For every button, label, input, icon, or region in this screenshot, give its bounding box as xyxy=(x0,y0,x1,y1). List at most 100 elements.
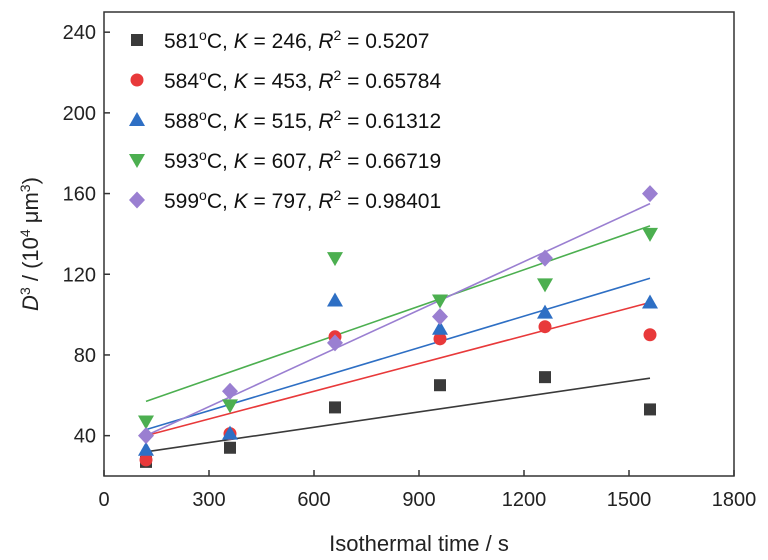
y-tick-label: 240 xyxy=(63,22,96,44)
fit-line-series-3 xyxy=(145,225,651,403)
text-part: = 246, xyxy=(248,30,319,53)
data-point-series-4 xyxy=(642,185,658,203)
legend-marker-series-1 xyxy=(130,73,144,87)
text-part: K xyxy=(234,70,249,93)
text-part: 4 xyxy=(17,229,33,237)
y-tick-label: 80 xyxy=(74,345,96,367)
text-part: D xyxy=(18,295,43,311)
text-part: C, xyxy=(207,30,234,53)
data-point-series-0 xyxy=(434,379,446,392)
legend-label-series-0: 581oC, K = 246, R2 = 0.5207 xyxy=(164,27,429,53)
text-part: μm xyxy=(18,192,43,229)
data-points xyxy=(138,185,658,468)
text-part: = 453, xyxy=(248,70,319,93)
x-tick-label: 0 xyxy=(98,489,109,511)
data-point-series-1 xyxy=(538,320,552,334)
data-point-series-0 xyxy=(329,401,341,414)
data-point-series-3 xyxy=(642,227,658,242)
data-point-series-3 xyxy=(222,399,238,414)
text-part: K xyxy=(234,110,249,133)
text-part: R xyxy=(318,70,333,93)
legend-marker-series-3 xyxy=(129,154,145,168)
y-tick-label: 200 xyxy=(63,103,96,125)
text-part: 2 xyxy=(334,67,342,83)
text-part: = 515, xyxy=(248,110,319,133)
text-part: 3 xyxy=(17,184,33,192)
text-part: 581 xyxy=(164,30,199,53)
text-part: 3 xyxy=(17,287,33,295)
text-part: 2 xyxy=(334,147,342,163)
text-part: = 0.5207 xyxy=(341,30,429,53)
text-part: R xyxy=(318,150,333,173)
text-part: C, xyxy=(207,150,234,173)
x-tick-label: 900 xyxy=(402,489,435,511)
data-point-series-4 xyxy=(537,249,553,267)
legend-label-series-4: 599oC, K = 797, R2 = 0.98401 xyxy=(164,187,441,213)
data-point-series-0 xyxy=(539,371,551,384)
data-point-series-0 xyxy=(644,403,656,416)
text-part: = 0.65784 xyxy=(341,70,441,93)
legend-marker-series-0 xyxy=(131,34,143,46)
text-part: = 607, xyxy=(248,150,319,173)
data-point-series-2 xyxy=(537,304,553,319)
data-point-series-2 xyxy=(222,425,238,440)
data-point-series-0 xyxy=(224,441,236,454)
legend-marker-series-2 xyxy=(129,112,145,126)
legend-marker-series-4 xyxy=(129,191,145,209)
data-point-series-3 xyxy=(327,252,343,267)
fit-line-series-1 xyxy=(145,301,651,437)
x-tick-label: 1200 xyxy=(502,489,547,511)
text-part: C, xyxy=(207,70,234,93)
data-point-series-3 xyxy=(432,294,448,309)
axes: 0 300 600 900 1200 1500 1800 40 80 120 160 200 240 xyxy=(63,22,757,511)
data-point-series-3 xyxy=(537,278,553,293)
data-point-series-1 xyxy=(139,453,153,467)
text-part: C, xyxy=(207,190,234,213)
data-point-series-4 xyxy=(432,308,448,326)
text-part: R xyxy=(318,190,333,213)
y-tick-label: 40 xyxy=(74,426,96,448)
legend-label-series-3: 593oC, K = 607, R2 = 0.66719 xyxy=(164,147,441,173)
text-part: 2 xyxy=(334,187,342,203)
data-point-series-4 xyxy=(222,382,238,400)
text-part: K xyxy=(234,30,249,53)
text-part: = 0.98401 xyxy=(341,190,441,213)
data-point-series-2 xyxy=(432,320,448,335)
text-part: R xyxy=(318,110,333,133)
data-point-series-1 xyxy=(433,332,447,346)
text-part: 593 xyxy=(164,150,199,173)
text-part: 588 xyxy=(164,110,199,133)
x-tick-label: 1500 xyxy=(607,489,652,511)
data-point-series-4 xyxy=(138,427,154,445)
text-part: = 0.66719 xyxy=(341,150,441,173)
text-part: / (10 xyxy=(18,237,43,287)
text-part: ) xyxy=(18,177,43,184)
fit-line-series-4 xyxy=(145,202,651,437)
text-part: K xyxy=(234,190,249,213)
legend-label-series-1: 584oC, K = 453, R2 = 0.65784 xyxy=(164,67,441,93)
y-tick-label: 120 xyxy=(63,264,96,286)
data-point-series-4 xyxy=(327,334,343,352)
text-part: C, xyxy=(207,110,234,133)
text-part: o xyxy=(199,147,207,163)
data-point-series-1 xyxy=(643,328,657,342)
x-tick-label: 600 xyxy=(297,489,330,511)
text-part: 584 xyxy=(164,70,199,93)
text-part: K xyxy=(234,150,249,173)
text-part: R xyxy=(318,30,333,53)
text-part: o xyxy=(199,67,207,83)
text-part: = 797, xyxy=(248,190,319,213)
fit-line-series-2 xyxy=(145,277,651,431)
y-axis-title: D3 / (104 μm3) xyxy=(17,177,43,311)
data-point-series-3 xyxy=(138,415,154,430)
text-part: 2 xyxy=(334,107,342,123)
text-part: 2 xyxy=(334,27,342,43)
x-axis-title: Isothermal time / s xyxy=(329,531,509,556)
text-part: o xyxy=(199,27,207,43)
text-part: o xyxy=(199,107,207,123)
text-part: 599 xyxy=(164,190,199,213)
data-point-series-2 xyxy=(642,294,658,309)
x-tick-label: 300 xyxy=(192,489,225,511)
